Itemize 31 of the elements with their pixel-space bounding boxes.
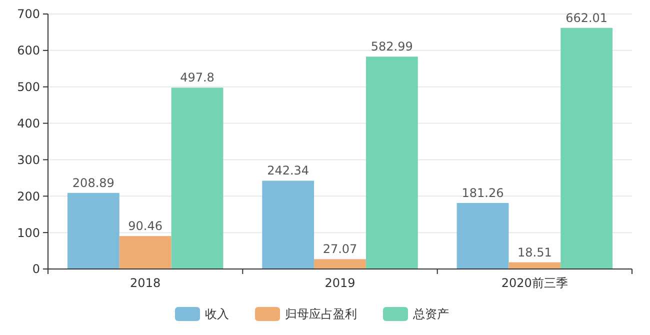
legend-label: 收入: [205, 307, 229, 322]
data-label: 662.01: [566, 10, 608, 25]
bar: [560, 28, 613, 269]
y-tick-label: 200: [17, 189, 40, 204]
y-tick-label: 600: [17, 44, 40, 58]
data-label: 90.46: [128, 219, 163, 234]
x-tick-label: 2018: [130, 276, 161, 290]
bar: [456, 202, 509, 269]
x-tick-label: 2019: [324, 276, 356, 290]
data-label: 27.07: [322, 242, 358, 256]
data-label: 18.51: [517, 245, 552, 260]
x-tick-label: 2020前三季: [501, 276, 568, 290]
bar: [314, 259, 366, 269]
legend-label: 总资产: [412, 307, 449, 322]
bar: [171, 88, 224, 269]
data-label: 208.89: [72, 176, 114, 190]
bar: [366, 56, 418, 269]
y-tick-label: 700: [17, 7, 40, 22]
legend-label: 归母应占盈利: [285, 307, 357, 322]
data-label: 242.34: [267, 164, 310, 178]
bar: [119, 236, 172, 269]
y-tick-label: 400: [17, 116, 40, 130]
bar: [262, 180, 314, 269]
y-tick-label: 0: [32, 262, 40, 276]
data-label: 181.26: [462, 186, 504, 200]
y-tick-label: 500: [17, 80, 40, 94]
bar: [67, 192, 120, 269]
data-label: 497.8: [180, 70, 214, 85]
y-tick-label: 300: [17, 152, 40, 167]
data-label: 582.99: [370, 40, 413, 54]
y-tick-label: 100: [17, 226, 40, 240]
